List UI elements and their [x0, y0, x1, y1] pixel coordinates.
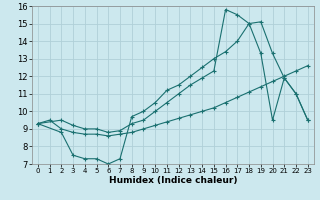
X-axis label: Humidex (Indice chaleur): Humidex (Indice chaleur) — [108, 176, 237, 185]
